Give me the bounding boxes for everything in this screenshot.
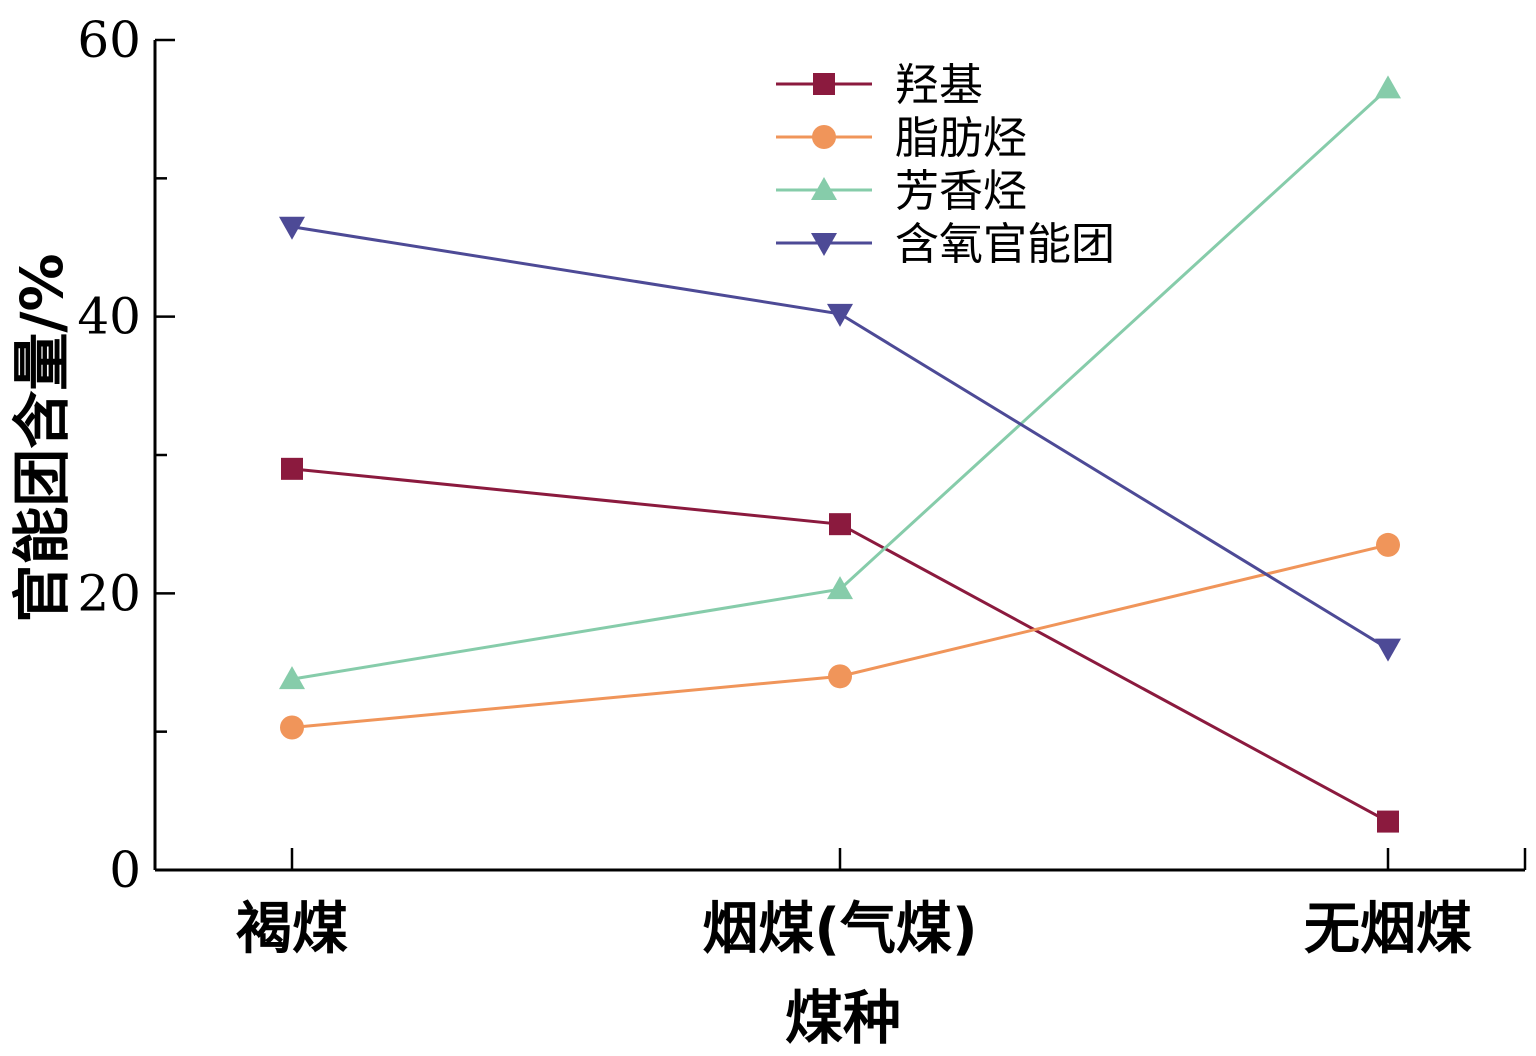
data-point xyxy=(1377,810,1399,833)
y-tick-label: 60 xyxy=(77,11,141,69)
data-point xyxy=(828,664,852,689)
legend-marker xyxy=(812,125,836,149)
legend-label: 芳香烃 xyxy=(895,166,1027,217)
data-point xyxy=(827,303,853,327)
series-1 xyxy=(280,532,1400,740)
legend-item: 芳香烃 xyxy=(776,166,1027,217)
legend-label: 脂肪烃 xyxy=(895,113,1027,164)
series-3 xyxy=(279,216,1401,662)
legend-item: 脂肪烃 xyxy=(776,113,1027,164)
x-tick-label: 褐煤 xyxy=(236,897,348,962)
legend-item: 羟基 xyxy=(776,60,983,111)
legend-marker xyxy=(813,73,835,95)
legend-marker xyxy=(811,233,837,256)
legend-marker xyxy=(811,177,837,200)
series-2 xyxy=(279,75,1401,690)
data-point xyxy=(827,576,853,600)
y-tick-label: 0 xyxy=(109,841,141,899)
data-point xyxy=(1375,638,1401,662)
legend-item: 含氧官能团 xyxy=(776,219,1115,270)
axes: 0 20 40 60 褐煤 烟煤(气煤) 无烟煤 xyxy=(77,11,1527,962)
data-point xyxy=(1375,75,1401,99)
data-point xyxy=(1376,532,1400,557)
y-axis-title: 官能团含量/% xyxy=(8,253,76,622)
data-point xyxy=(829,513,851,536)
x-axis-title: 煤种 xyxy=(785,984,901,1052)
data-point xyxy=(279,666,305,690)
series-0 xyxy=(281,457,1399,833)
y-tick-label: 20 xyxy=(77,564,141,622)
data-point xyxy=(279,216,305,240)
data-point xyxy=(280,715,304,740)
data-point xyxy=(281,457,303,480)
legend-label: 羟基 xyxy=(895,60,983,111)
x-tick-label: 烟煤(气煤) xyxy=(702,897,977,962)
y-tick-label: 40 xyxy=(77,288,141,346)
series-layer xyxy=(279,75,1401,833)
legend-label: 含氧官能团 xyxy=(895,219,1115,270)
x-tick-label: 无烟煤 xyxy=(1304,897,1472,962)
series-line xyxy=(291,543,1389,730)
